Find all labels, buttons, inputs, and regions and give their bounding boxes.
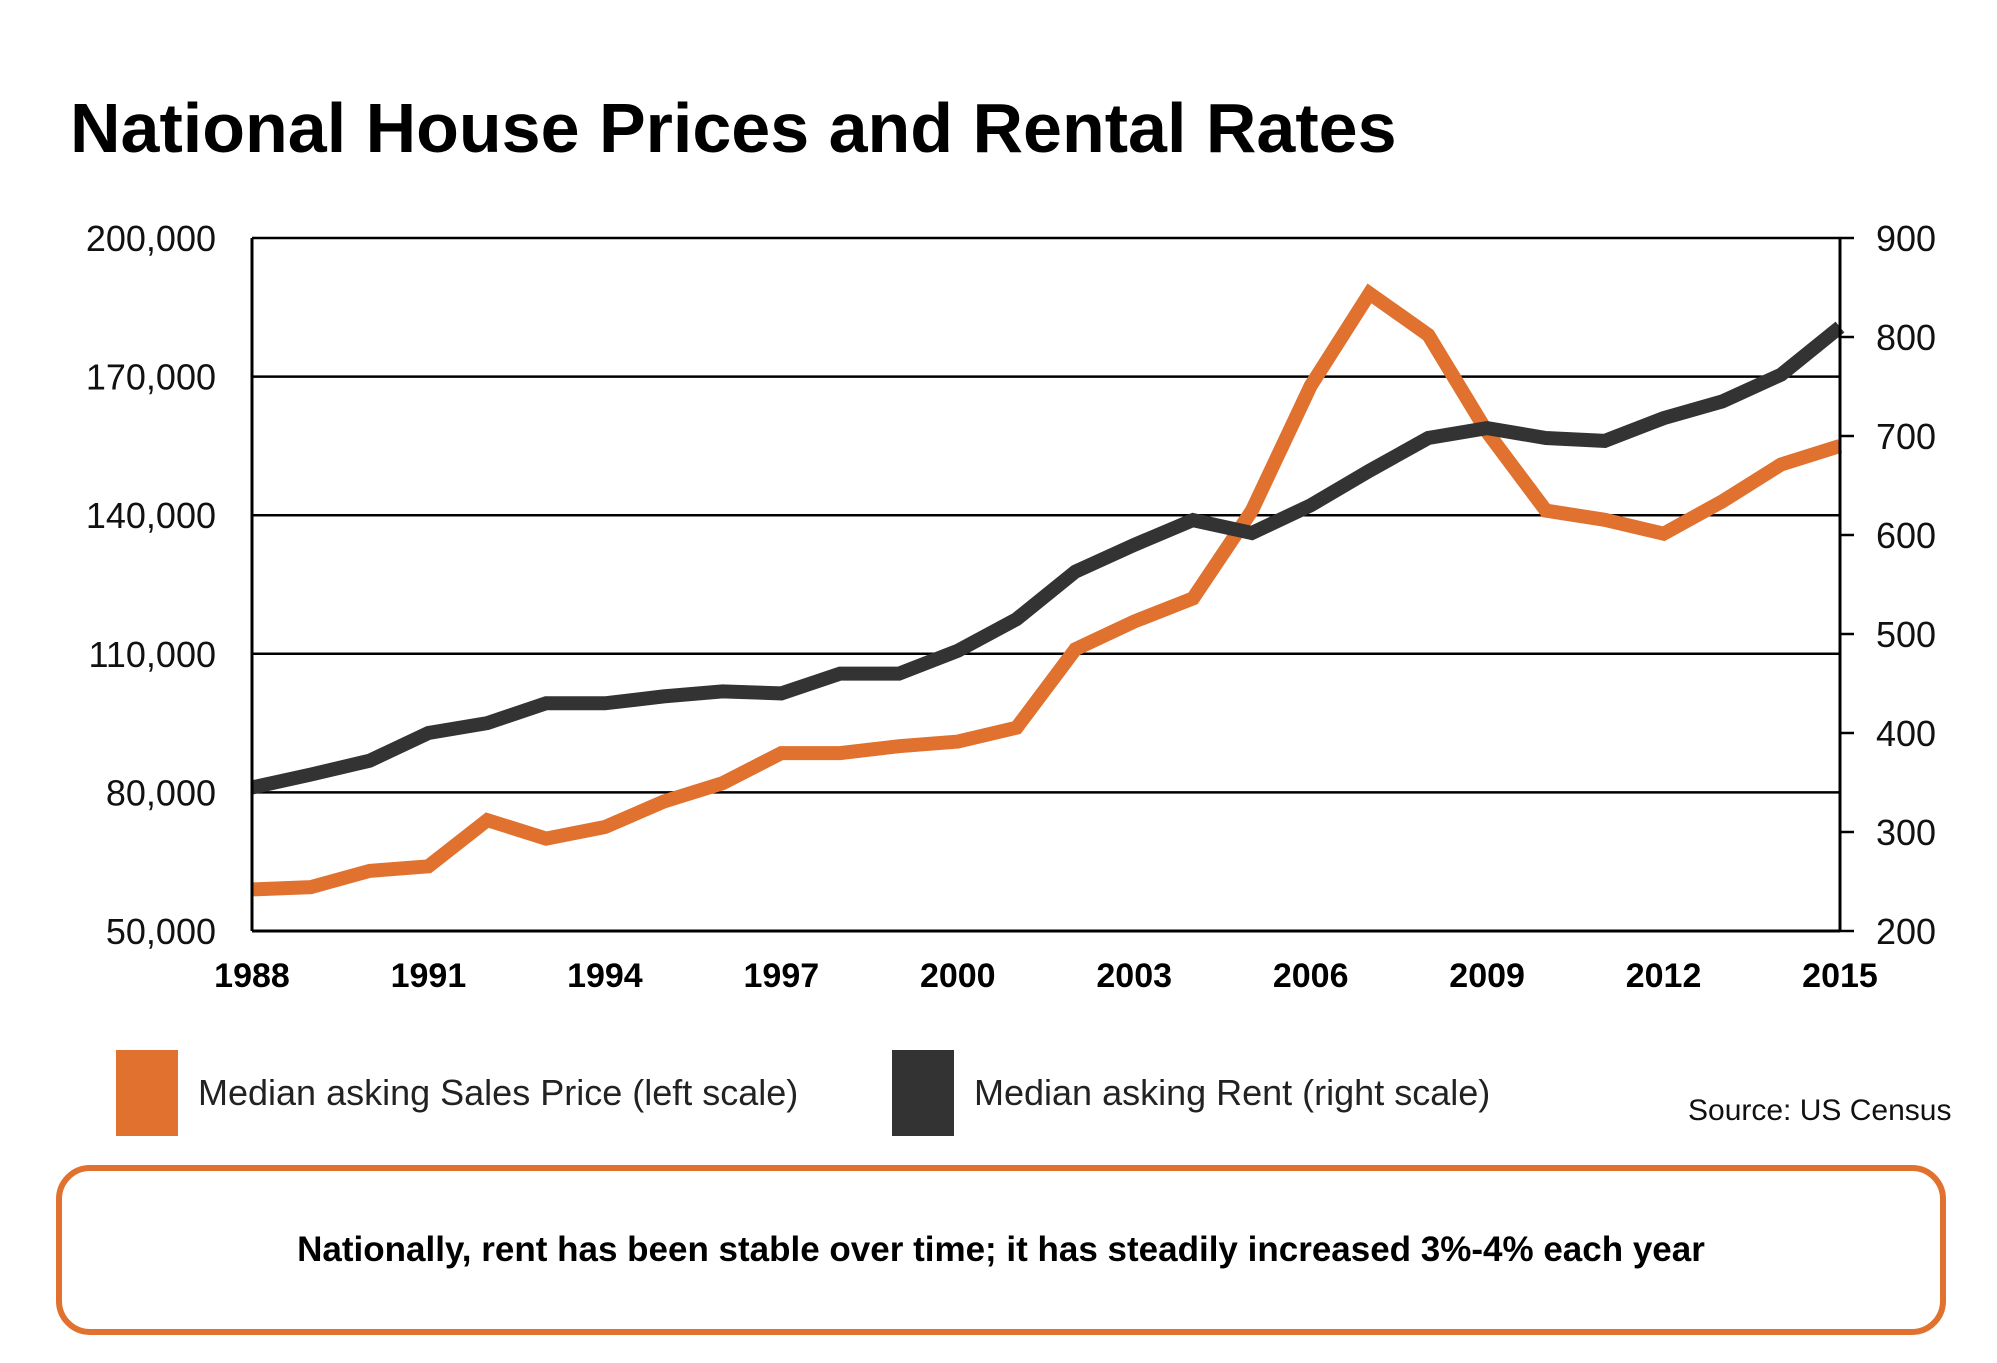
series-lines (250, 283, 1845, 897)
y-right-tick-label: 500 (1876, 614, 1936, 655)
y-left-tick-label: 80,000 (106, 772, 216, 813)
line-chart: 50,000 80,000 110,000 140,000 170,000 200,000… (86, 218, 1936, 995)
x-tick-label: 1994 (567, 957, 643, 995)
legend-label-sales: Median asking Sales Price (left scale) (198, 1072, 799, 1113)
x-tick-label: 2015 (1802, 957, 1878, 995)
y-right-tick-label: 700 (1876, 416, 1936, 457)
y-right-tick-label: 400 (1876, 713, 1936, 754)
y-left-tick-label: 110,000 (89, 634, 216, 675)
series-line-rent (250, 321, 1845, 795)
y-right-tick-label: 200 (1876, 911, 1936, 952)
chart-title: National House Prices and Rental Rates (70, 89, 1397, 167)
legend-label-rent: Median asking Rent (right scale) (974, 1072, 1491, 1113)
legend-swatch-sales (116, 1050, 178, 1136)
y-right-tick-label: 600 (1876, 515, 1936, 556)
series-line-sales-price (251, 283, 1843, 897)
x-tick-label: 1997 (744, 957, 820, 995)
x-tick-label: 2009 (1449, 957, 1525, 995)
tick-labels: 50,000 80,000 110,000 140,000 170,000 200,000… (86, 218, 1936, 995)
x-tick-label: 2006 (1273, 957, 1349, 995)
x-tick-label: 1991 (391, 957, 467, 995)
legend-item-sales: Median asking Sales Price (left scale) (116, 1050, 798, 1136)
callout-text: Nationally, rent has been stable over ti… (297, 1230, 1705, 1269)
axes (250, 236, 1854, 933)
legend-swatch-rent (892, 1050, 954, 1136)
y-left-tick-label: 200,000 (86, 218, 216, 259)
y-left-tick-label: 170,000 (86, 357, 216, 398)
x-tick-label: 2003 (1096, 957, 1172, 995)
x-tick-label: 1988 (214, 957, 290, 995)
y-left-tick-label: 140,000 (86, 495, 216, 536)
x-tick-label: 2000 (920, 957, 996, 995)
x-tick-label: 2012 (1626, 957, 1702, 995)
y-left-tick-label: 50,000 (106, 911, 216, 952)
y-right-tick-label: 300 (1876, 812, 1936, 853)
legend-item-rent: Median asking Rent (right scale) (892, 1050, 1490, 1136)
y-right-tick-label: 800 (1876, 317, 1936, 358)
callout-box: Nationally, rent has been stable over ti… (56, 1165, 1946, 1335)
source-note: Source: US Census (1688, 1094, 1952, 1127)
y-right-tick-label: 900 (1876, 218, 1936, 259)
